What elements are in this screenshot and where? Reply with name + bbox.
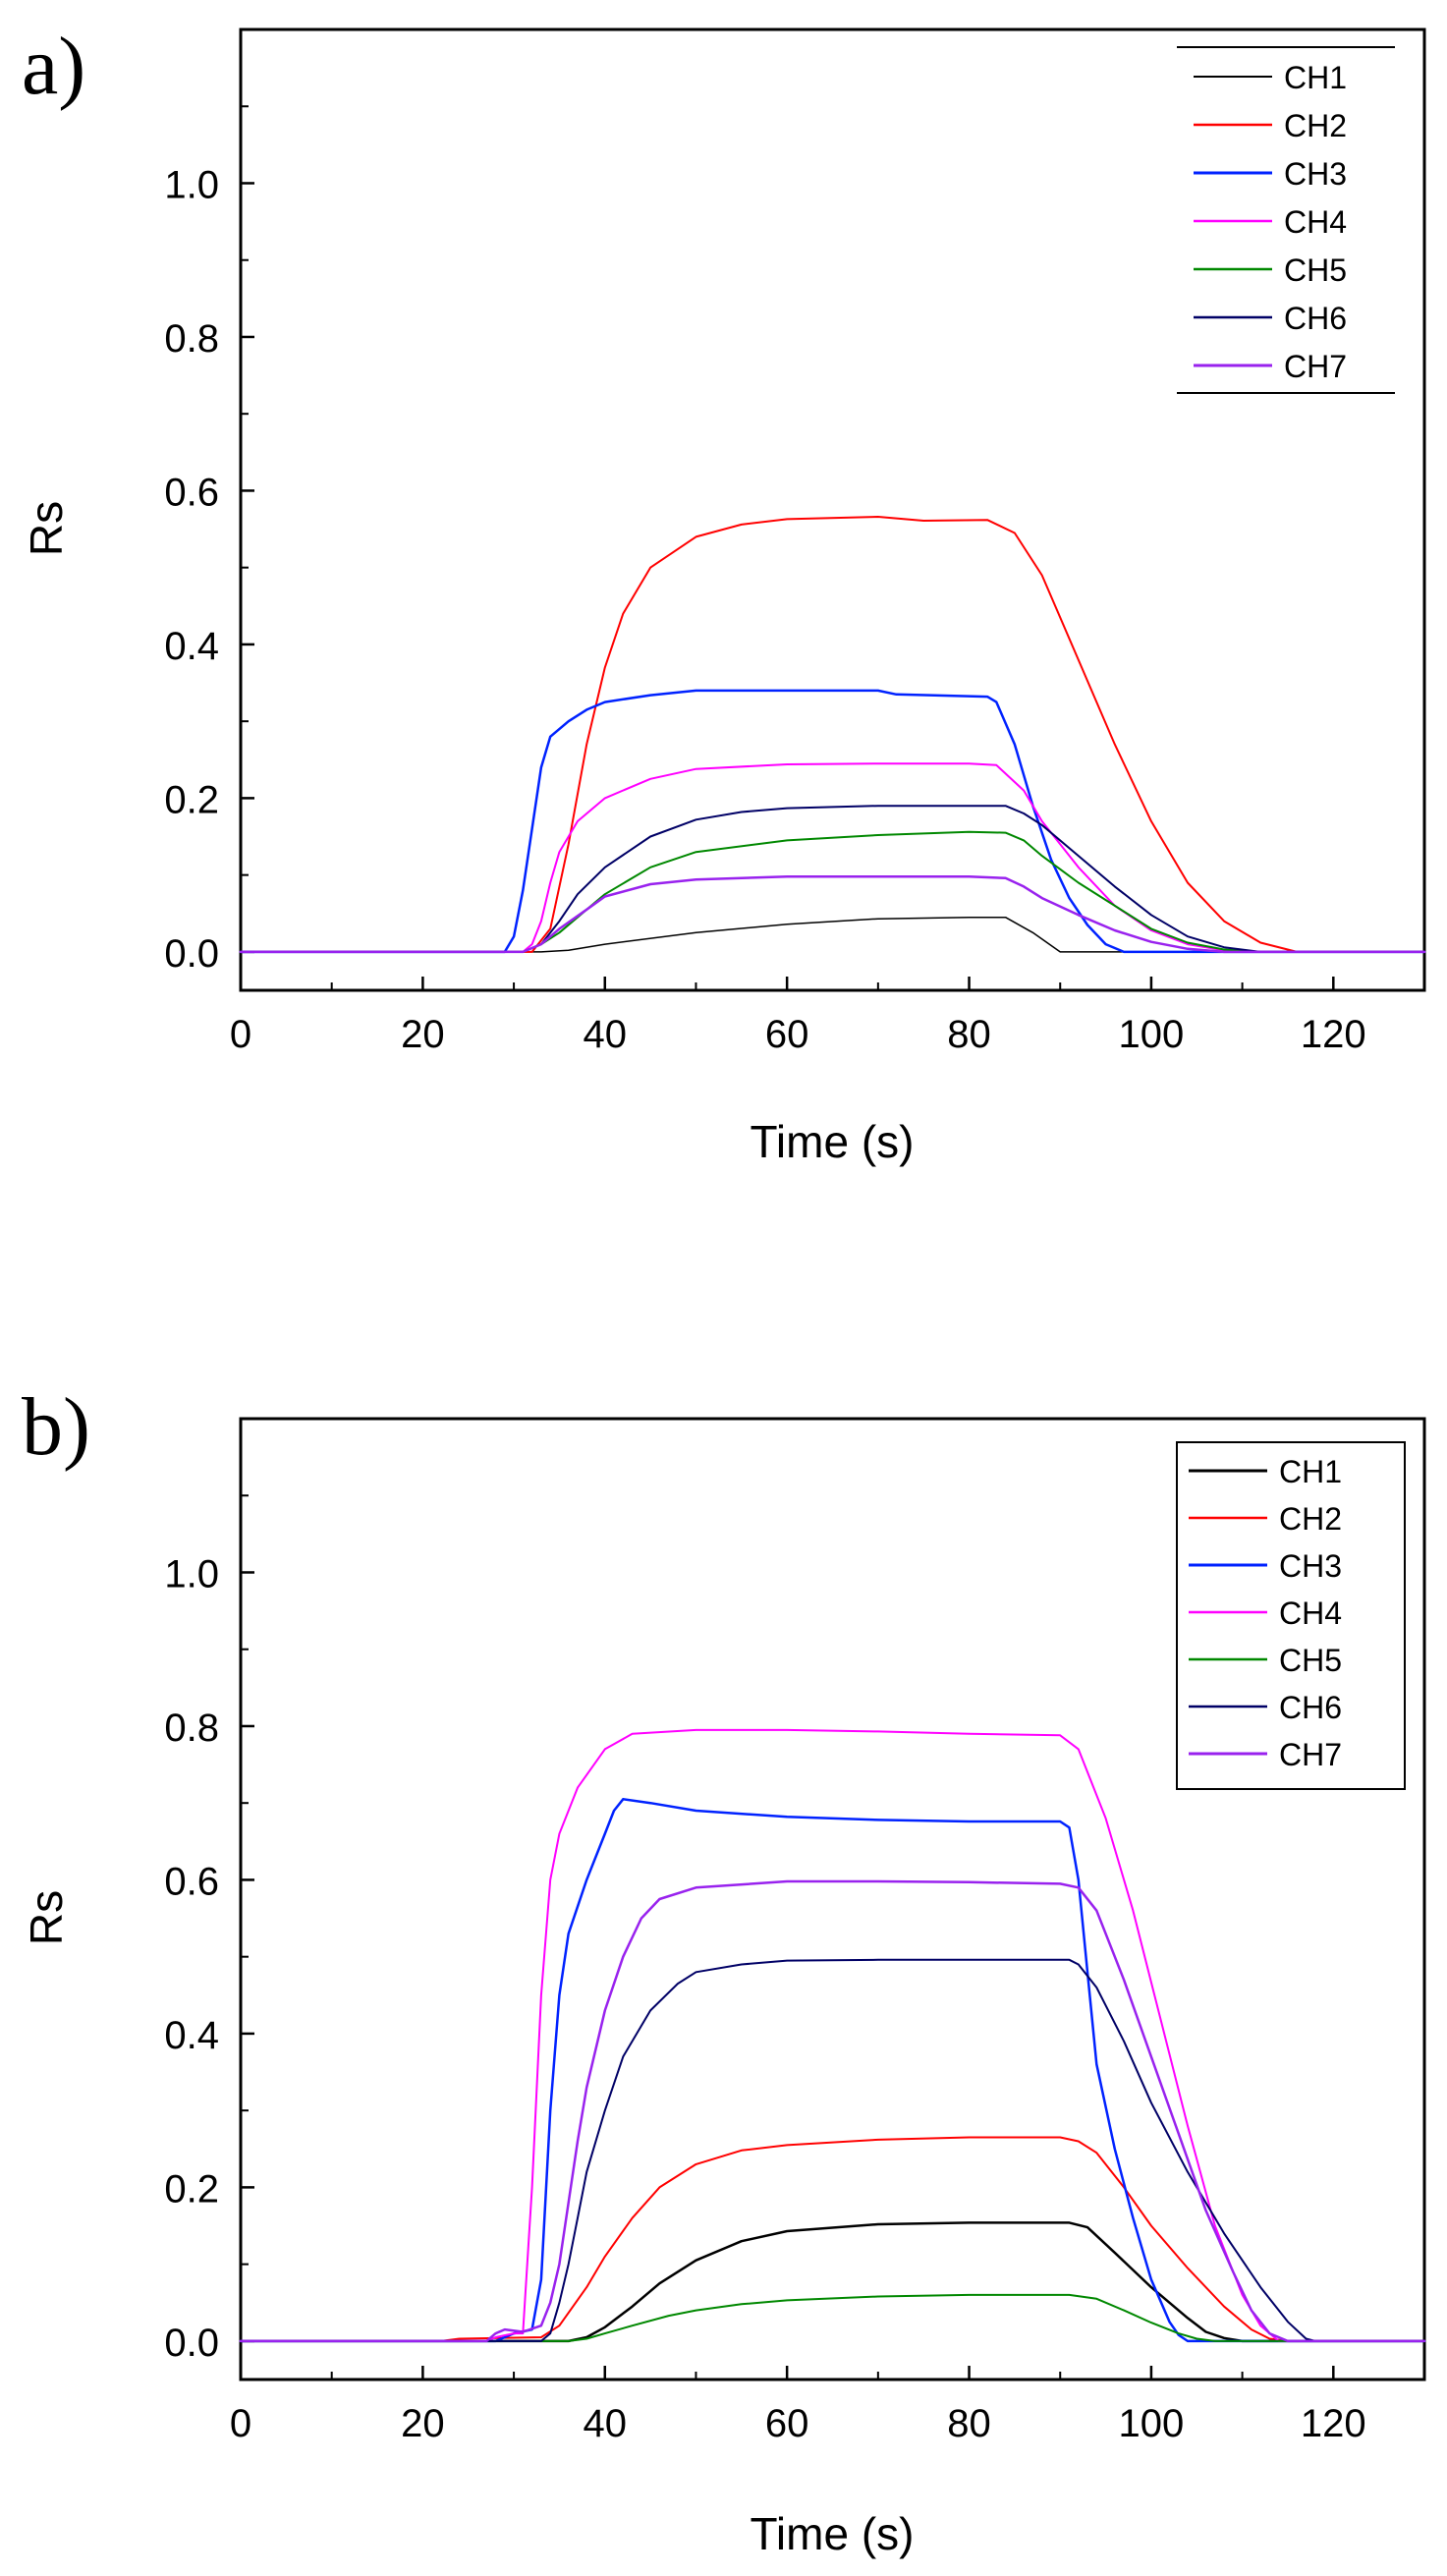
x-tick-label: 100 <box>1119 2402 1185 2445</box>
y-axis-label-a: Rs <box>21 501 72 556</box>
y-axis-label-b: Rs <box>21 1890 72 1945</box>
y-tick-label: 1.0 <box>164 1552 219 1596</box>
x-tick-label: 100 <box>1119 1013 1185 1056</box>
plot-frame-b <box>239 1417 1426 2381</box>
y-tick-label: 1.0 <box>164 163 219 206</box>
series-layer-b <box>239 1728 1426 2343</box>
x-tick-label: 60 <box>765 2402 809 2445</box>
x-tick-label: 120 <box>1301 2402 1366 2445</box>
series-line-ch4-b <box>240 1728 1425 2342</box>
x-tick-label: 0 <box>230 1013 251 1056</box>
panel-a: a) 0.0 0.2 0.4 0.6 0.8 1.0 0 20 40 60 80 100 120 Ti… <box>21 21 1426 1167</box>
series-line-ch7-b <box>239 1879 1426 2343</box>
legend-label-ch2: CH2 <box>1279 1501 1342 1537</box>
y-tick-label: 0.0 <box>164 932 219 976</box>
y-tick-label: 0.6 <box>164 471 219 514</box>
plot-frame-a <box>239 28 1426 992</box>
x-tick-label: 40 <box>584 2402 628 2445</box>
series-line-ch6-a <box>240 805 1425 953</box>
legend-box-b <box>1176 1441 1406 1790</box>
x-tick-label: 20 <box>401 1013 445 1056</box>
legend-label-ch2: CH2 <box>1284 108 1347 143</box>
x-tick-label: 60 <box>765 1013 809 1056</box>
legend-label-ch5: CH5 <box>1284 252 1347 288</box>
panel-b: b) 0.0 0.2 0.4 0.6 0.8 1.0 0 20 40 60 80 100 120 Ti… <box>21 1381 1426 2559</box>
y-tick-label: 0.8 <box>164 1707 219 1750</box>
y-tick-label: 0.0 <box>164 2322 219 2365</box>
series-line-ch5-b <box>240 2293 1425 2342</box>
legend-label-ch3: CH3 <box>1279 1548 1342 1584</box>
series-line-ch2-b <box>240 2136 1425 2342</box>
legend-b: CH1 CH2 CH3 CH4 CH5 CH6 CH7 <box>1176 1441 1406 1790</box>
series-line-ch2-a <box>240 516 1425 953</box>
y-tick-label: 0.4 <box>164 625 219 668</box>
legend-label-ch6: CH6 <box>1284 301 1347 336</box>
series-line-ch3-a <box>239 689 1426 954</box>
x-axis-label-a: Time (s) <box>751 1116 915 1167</box>
legend-label-ch1: CH1 <box>1284 60 1347 95</box>
y-tick-label: 0.2 <box>164 778 219 821</box>
legend-label-ch7: CH7 <box>1284 349 1347 384</box>
x-tick-label: 0 <box>230 2402 251 2445</box>
series-line-ch3-b <box>239 1798 1426 2343</box>
series-line-ch6-b <box>240 1958 1425 2342</box>
y-tick-label: 0.6 <box>164 1860 219 1903</box>
legend-label-ch7: CH7 <box>1279 1737 1342 1772</box>
x-tick-label: 80 <box>947 1013 991 1056</box>
series-line-ch4-a <box>240 762 1425 953</box>
y-tick-label: 0.8 <box>164 317 219 361</box>
y-axis-ticks-a: 0.0 0.2 0.4 0.6 0.8 1.0 <box>164 105 254 976</box>
series-line-ch1-b <box>239 2221 1426 2343</box>
panel-label-a: a) <box>22 21 85 112</box>
legend-label-ch4: CH4 <box>1279 1596 1342 1631</box>
y-axis-ticks-b: 0.0 0.2 0.4 0.6 0.8 1.0 <box>164 1494 254 2365</box>
legend-label-ch1: CH1 <box>1279 1454 1342 1489</box>
series-line-ch5-a <box>240 830 1425 953</box>
legend-label-ch4: CH4 <box>1284 204 1347 240</box>
legend-label-ch6: CH6 <box>1279 1690 1342 1725</box>
y-tick-label: 0.4 <box>164 2014 219 2057</box>
x-tick-label: 80 <box>947 2402 991 2445</box>
x-axis-label-b: Time (s) <box>751 2508 915 2559</box>
legend-a: CH1 CH2 CH3 CH4 CH5 CH6 CH7 <box>1177 46 1395 394</box>
series-line-ch7-a <box>239 874 1426 954</box>
legend-label-ch3: CH3 <box>1284 156 1347 192</box>
x-tick-label: 120 <box>1301 1013 1366 1056</box>
series-layer-a <box>239 516 1426 954</box>
panel-label-b: b) <box>22 1381 90 1473</box>
x-tick-label: 20 <box>401 2402 445 2445</box>
y-tick-label: 0.2 <box>164 2167 219 2211</box>
legend-label-ch5: CH5 <box>1279 1643 1342 1678</box>
x-tick-label: 40 <box>584 1013 628 1056</box>
series-line-ch1-a <box>240 916 1425 953</box>
x-axis-ticks-b: 0 20 40 60 80 100 120 <box>230 2366 1366 2445</box>
x-axis-ticks-a: 0 20 40 60 80 100 120 <box>230 977 1366 1056</box>
